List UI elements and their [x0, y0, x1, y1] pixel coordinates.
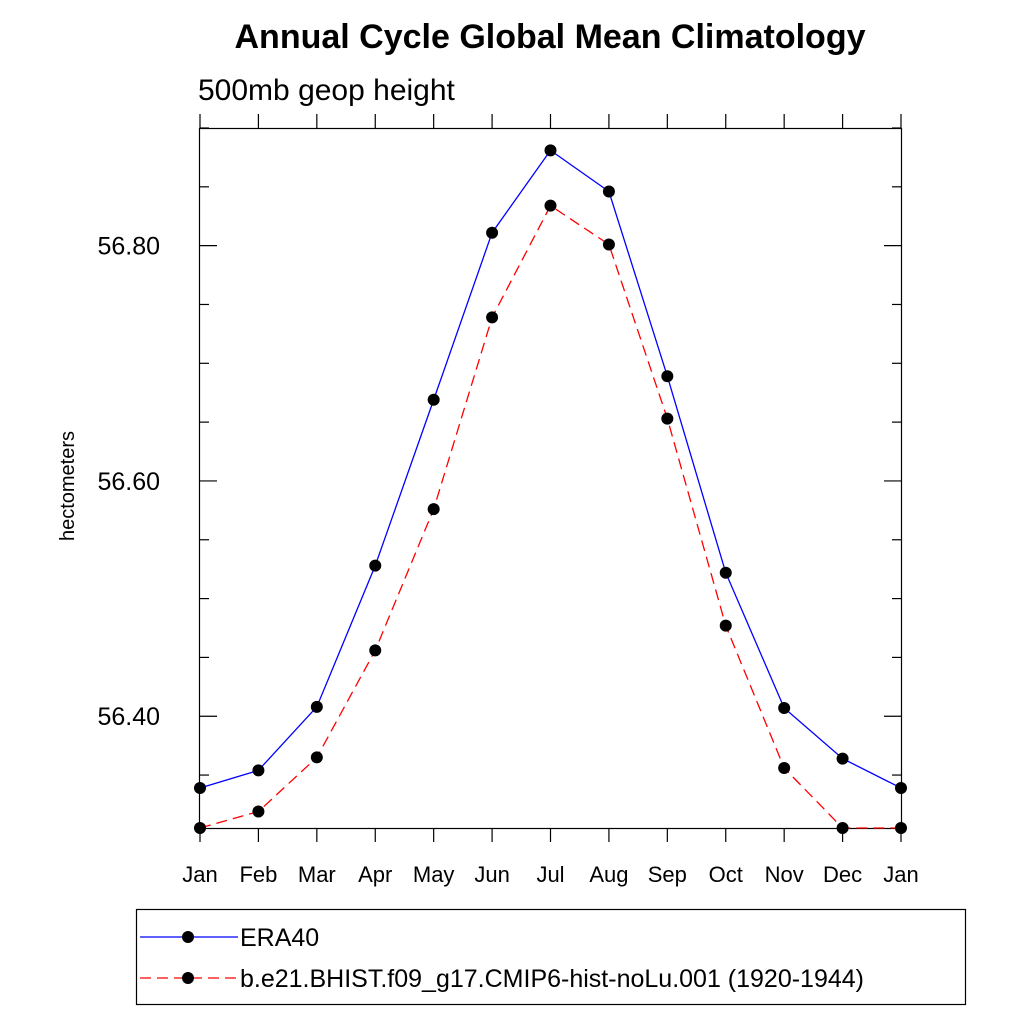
y-tick-label: 56.60 [97, 468, 160, 496]
series-2-point [836, 822, 849, 834]
series-2-point [486, 311, 499, 324]
series-1-point [486, 226, 499, 239]
legend-marker-2 [182, 972, 194, 984]
x-tick-label: Dec [823, 862, 862, 887]
series-1-point [427, 393, 440, 406]
y-axis-label: hectometers [57, 431, 79, 541]
series-2-point [252, 805, 265, 818]
x-tick-label: Apr [358, 862, 392, 887]
series-1-point [194, 782, 206, 794]
chart-subtitle: 500mb geop height [198, 74, 456, 107]
series-2-point [369, 644, 382, 657]
x-tick-label: Jul [536, 862, 564, 887]
series-1-point [661, 370, 674, 383]
series-2-point [427, 503, 440, 516]
series-2-point [895, 822, 907, 834]
x-tick-label: Nov [765, 862, 804, 887]
y-tick-label: 56.40 [97, 703, 160, 731]
series-1-point [778, 702, 791, 714]
legend-label-2: b.e21.BHIST.f09_g17.CMIP6-hist-noLu.001 … [240, 965, 864, 993]
y-tick-label: 56.80 [97, 233, 160, 261]
series-1-point [602, 185, 615, 198]
axis-ticks [199, 114, 902, 842]
legend-label-1: ERA40 [240, 924, 319, 952]
series-1-point [719, 566, 732, 579]
series-2-point [719, 619, 732, 632]
series-2-point [602, 238, 615, 251]
x-tick-label: May [413, 862, 455, 887]
series-2-point [661, 412, 674, 425]
series-line-1 [199, 149, 902, 789]
series-2-point [544, 199, 557, 212]
x-tick-label: Jun [474, 862, 509, 887]
series-layer [194, 144, 907, 834]
x-tick-label: Jan [883, 862, 918, 887]
x-tick-label: Oct [709, 862, 743, 887]
series-1-point [310, 700, 323, 713]
legend-marker-1 [182, 931, 194, 943]
series-2-point [310, 751, 323, 764]
plot-frame [198, 127, 903, 830]
legend-box [135, 908, 967, 1006]
series-2-point [194, 822, 206, 834]
x-tick-label: Sep [648, 862, 687, 887]
x-tick-label: Mar [298, 862, 336, 887]
series-1-point [369, 559, 382, 572]
chart-title: Annual Cycle Global Mean Climatology [235, 18, 866, 56]
series-2-point [778, 762, 791, 774]
series-1-point [544, 144, 557, 157]
series-line-2 [199, 204, 901, 829]
x-tick-label: Jan [182, 862, 217, 887]
legend: ERA40 b.e21.BHIST.f09_g17.CMIP6-hist-noLu… [140, 924, 864, 993]
series-1-point [252, 764, 265, 777]
y-tick-labels: 56.40 56.60 56.80 [97, 233, 160, 732]
x-tick-label: Aug [589, 862, 628, 887]
series-1-point [895, 782, 907, 794]
x-tick-label: Feb [239, 862, 277, 887]
x-tick-labels: Jan Feb Mar Apr May Jun Jul Aug Sep Oct Nov Dec Jan [182, 862, 918, 887]
series-1-point [836, 752, 849, 765]
